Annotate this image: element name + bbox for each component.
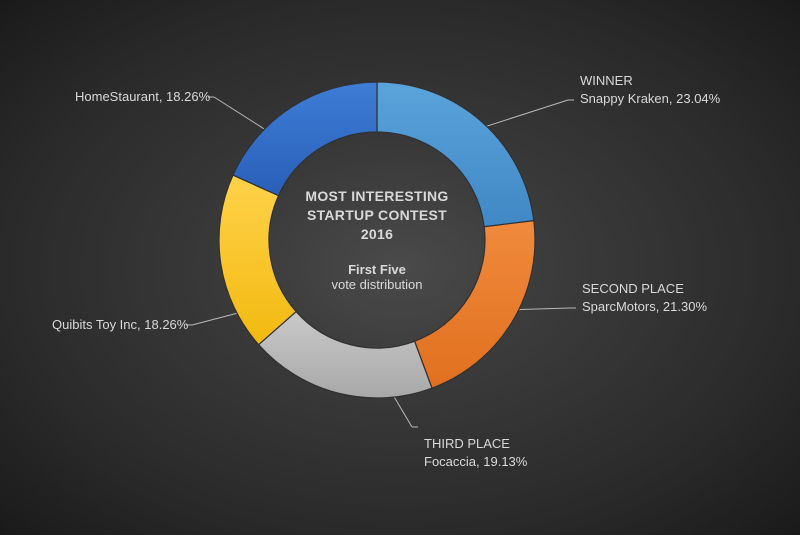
slice-name: Focaccia, 19.13% [424, 453, 527, 471]
slice-name: HomeStaurant, 18.26% [75, 88, 210, 106]
slice-label: Quibits Toy Inc, 18.26% [52, 316, 188, 334]
slice-rank: THIRD PLACE [424, 435, 527, 453]
slice-label: WINNERSnappy Kraken, 23.04% [580, 72, 720, 107]
slice-rank: WINNER [580, 72, 720, 90]
donut-slice [415, 221, 535, 389]
slice-label: HomeStaurant, 18.26% [75, 88, 210, 106]
slice-label: THIRD PLACEFocaccia, 19.13% [424, 435, 527, 470]
slice-name: Snappy Kraken, 23.04% [580, 90, 720, 108]
slice-name: SparcMotors, 21.30% [582, 298, 707, 316]
chart-container: MOST INTERESTING STARTUP CONTEST 2016 Fi… [0, 0, 800, 535]
donut-slice [219, 175, 296, 345]
slice-rank: SECOND PLACE [582, 280, 707, 298]
donut-slice [233, 82, 377, 196]
donut-slice [259, 312, 432, 398]
donut-slice [377, 82, 534, 227]
slice-label: SECOND PLACESparcMotors, 21.30% [582, 280, 707, 315]
slice-name: Quibits Toy Inc, 18.26% [52, 316, 188, 334]
